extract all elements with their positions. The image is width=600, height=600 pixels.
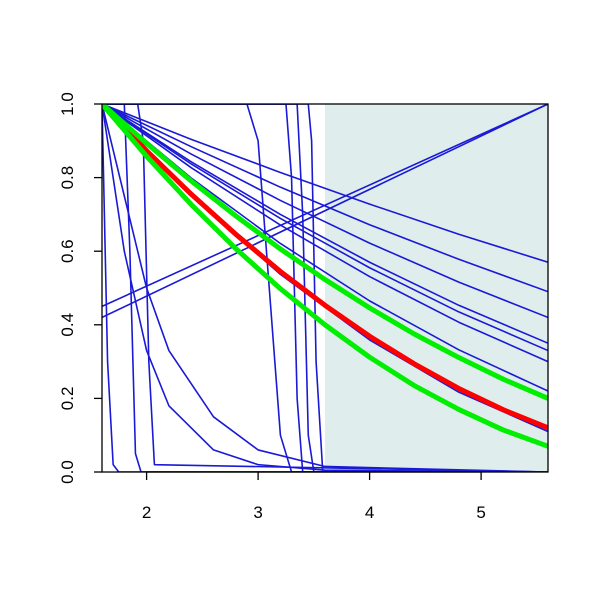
series-line <box>102 104 548 472</box>
y-tick-label: 0.6 <box>58 239 77 263</box>
series-line <box>102 104 548 472</box>
y-tick-label: 1.0 <box>58 92 77 116</box>
series-line <box>102 104 548 344</box>
series-line <box>102 104 548 319</box>
y-tick-label: 0.8 <box>58 166 77 190</box>
x-tick-label: 4 <box>365 503 374 522</box>
series-line <box>102 104 548 352</box>
x-tick-label: 5 <box>476 503 485 522</box>
series-line <box>102 104 548 431</box>
series-line <box>102 104 548 449</box>
series-line <box>102 104 548 472</box>
series-line <box>102 104 548 472</box>
series-line <box>102 104 548 472</box>
series-line <box>102 104 548 319</box>
plot-lines <box>102 104 548 472</box>
x-tick-label: 3 <box>253 503 262 522</box>
y-tick-label: 0.4 <box>58 313 77 337</box>
series-line <box>102 104 548 472</box>
y-tick-label: 0.0 <box>58 460 77 484</box>
y-tick-label: 0.2 <box>58 387 77 411</box>
series-line <box>102 104 548 472</box>
series-line <box>102 104 548 308</box>
series-line <box>102 104 548 401</box>
series-line <box>102 104 548 264</box>
series-line <box>102 104 548 363</box>
x-tick-label: 2 <box>142 503 151 522</box>
series-line <box>102 104 548 472</box>
series-line <box>102 104 548 472</box>
